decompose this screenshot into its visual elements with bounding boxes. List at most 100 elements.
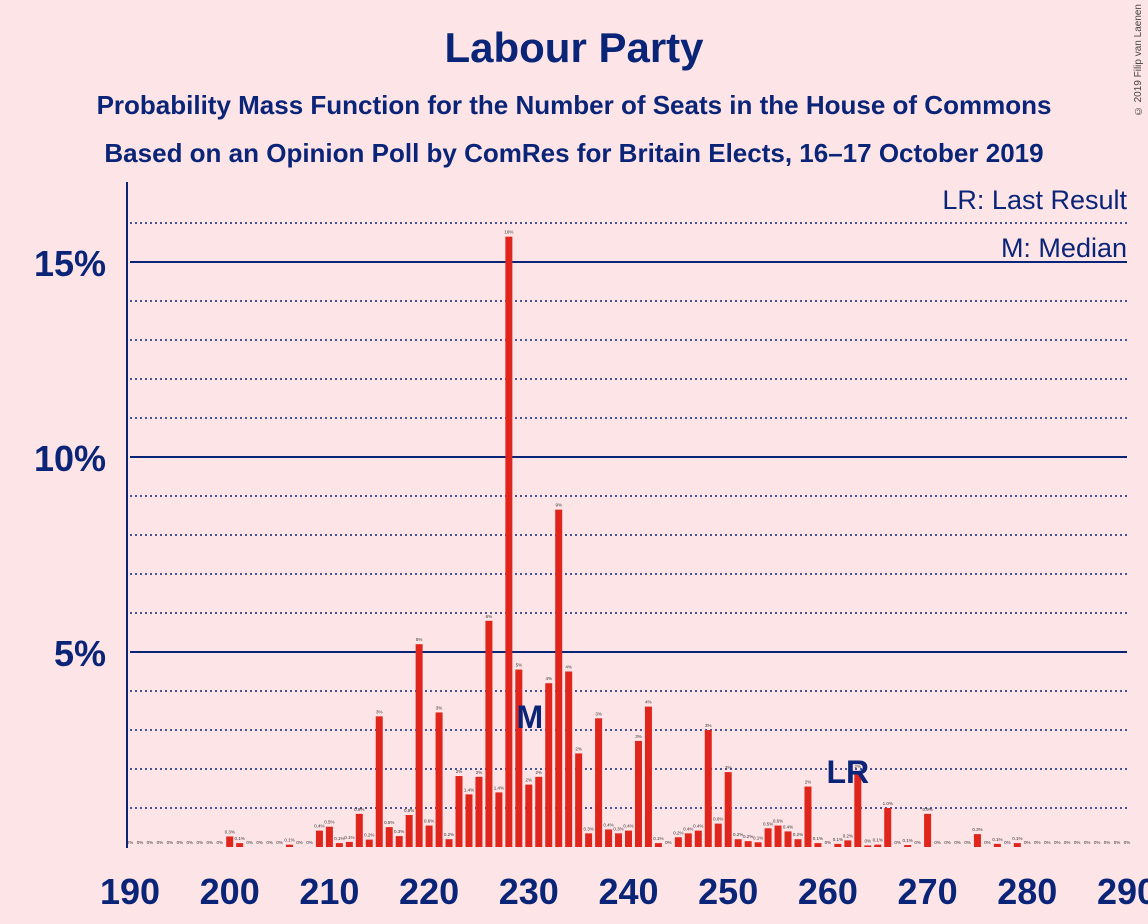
x-tick-label: 210 <box>299 871 359 912</box>
bar-value-label: 0.6% <box>424 819 434 824</box>
bar-value-label: 0% <box>177 840 184 845</box>
bar <box>435 712 443 847</box>
bar-value-label: 0% <box>1024 840 1031 845</box>
bar-value-label: 5% <box>516 663 523 668</box>
bar <box>395 836 403 847</box>
bar-value-label: 0% <box>216 840 223 845</box>
bar-value-label: 0.1% <box>813 836 823 841</box>
bar <box>924 813 932 847</box>
bar-value-label: 0% <box>157 840 164 845</box>
bar <box>654 843 662 847</box>
bar <box>226 836 234 847</box>
bar <box>585 833 593 847</box>
bar-value-label: 3% <box>436 705 443 710</box>
bar-value-label: 0.1% <box>334 836 344 841</box>
bar-value-label: 0.4% <box>783 824 793 829</box>
bar-value-label: 0.1% <box>284 838 294 843</box>
bar-value-label: 0% <box>934 840 941 845</box>
bar-value-label: 0% <box>296 840 303 845</box>
bar-value-label: 0% <box>964 840 971 845</box>
bar-value-label: 0.3% <box>394 829 404 834</box>
bar <box>973 834 981 847</box>
bar-value-label: 0.8% <box>404 808 414 813</box>
x-tick-label: 200 <box>200 871 260 912</box>
bar-value-label: 0% <box>306 840 313 845</box>
bar <box>625 830 632 847</box>
x-tick-label: 190 <box>100 871 160 912</box>
last-result-marker: LR <box>827 754 870 790</box>
bar-value-label: 0% <box>187 840 194 845</box>
bar-value-label: 0.2% <box>733 832 743 837</box>
bar <box>904 845 912 847</box>
bar <box>724 772 732 847</box>
bar-value-label: 0.6% <box>773 819 783 824</box>
bar-value-label: 2% <box>456 769 463 774</box>
bar <box>605 829 613 847</box>
bar <box>714 823 722 847</box>
bar <box>335 843 343 847</box>
bar <box>595 718 603 847</box>
bar <box>465 794 473 847</box>
bar <box>525 784 533 847</box>
bar-value-label: 0% <box>246 840 253 845</box>
bar-value-label: 2% <box>476 770 483 775</box>
bar-value-label: 0.4% <box>603 822 613 827</box>
bar-value-label: 0.4% <box>693 824 703 829</box>
bar-value-label: 0.5% <box>384 820 394 825</box>
bar-value-label: 0.2% <box>843 833 853 838</box>
bar-value-label: 0% <box>984 840 991 845</box>
chart-title: Labour Party <box>444 24 704 71</box>
legend-median: M: Median <box>1001 233 1127 263</box>
x-tick-label: 220 <box>399 871 459 912</box>
y-tick-label: 15% <box>34 243 106 284</box>
bar-value-label: 0.2% <box>364 833 374 838</box>
bar <box>814 843 822 847</box>
bar-value-label: 4% <box>545 676 552 681</box>
bar-value-label: 0% <box>914 840 921 845</box>
bar <box>874 844 882 847</box>
median-marker: M <box>516 699 543 735</box>
x-tick-label: 270 <box>898 871 958 912</box>
bar <box>505 236 513 847</box>
bar-value-label: 0.5% <box>763 821 773 826</box>
bar <box>784 831 792 847</box>
bar-value-label: 0% <box>954 840 961 845</box>
bar <box>744 841 752 847</box>
x-tick-label: 240 <box>598 871 658 912</box>
bar-value-label: 0.9% <box>922 807 932 812</box>
bar-value-label: 1.4% <box>494 785 504 790</box>
bar <box>993 843 1001 847</box>
bar <box>884 808 892 847</box>
bar-value-label: 0.1% <box>992 837 1002 842</box>
bar <box>445 839 453 847</box>
bar-value-label: 0% <box>1054 840 1061 845</box>
bar-value-label: 16% <box>504 230 513 235</box>
bar <box>644 706 652 847</box>
bar-value-label: 0.6% <box>713 817 723 822</box>
bar-value-label: 0.2% <box>743 834 753 839</box>
bar-value-label: 0% <box>1044 840 1051 845</box>
bar-value-label: 0.1% <box>753 835 763 840</box>
bar <box>834 843 842 847</box>
bar-value-label: 0% <box>167 840 174 845</box>
bar <box>864 845 872 847</box>
bar-value-label: 0% <box>1074 840 1081 845</box>
bar <box>774 825 782 847</box>
bar-value-label: 0% <box>1004 840 1011 845</box>
bar-value-label: 0% <box>207 840 214 845</box>
bar-value-label: 0% <box>276 840 283 845</box>
bar-value-label: 0% <box>825 840 832 845</box>
bar <box>375 716 383 847</box>
bar <box>704 730 712 847</box>
bar-value-label: 0% <box>1034 840 1041 845</box>
x-tick-label: 250 <box>698 871 758 912</box>
bar <box>1013 843 1021 847</box>
bar-value-label: 0% <box>266 840 273 845</box>
bar <box>365 839 373 847</box>
bar-value-label: 0.4% <box>623 824 633 829</box>
bar-value-label: 0.3% <box>613 826 623 831</box>
bar-value-label: 0% <box>1084 840 1091 845</box>
bar-value-label: 2% <box>805 780 812 785</box>
bar <box>535 776 543 847</box>
